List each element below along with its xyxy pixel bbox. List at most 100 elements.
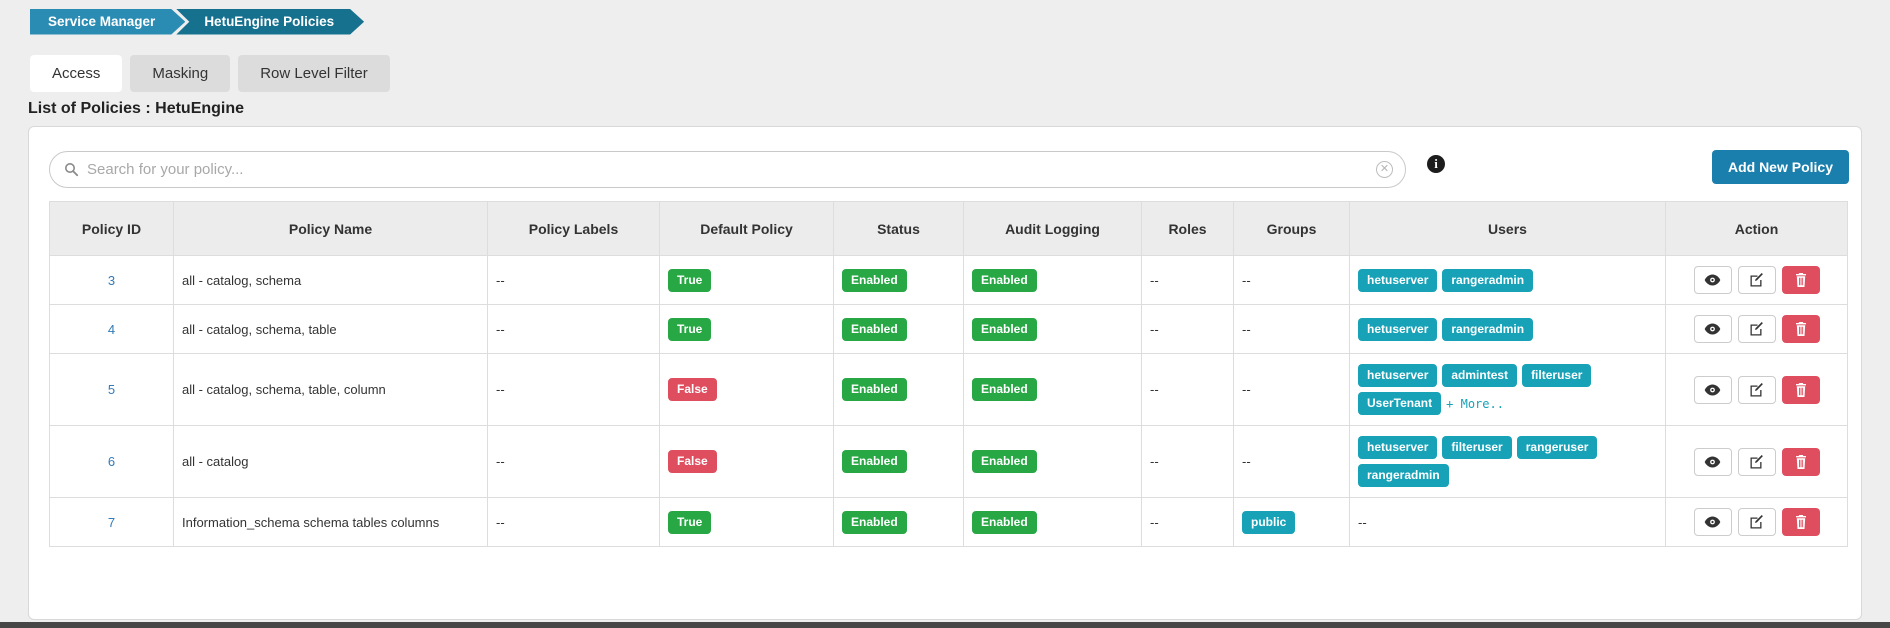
table-row: 6 all - catalog -- False Enabled Enabled -- -- h… (49, 425, 1848, 498)
audit-logging-badge: Enabled (972, 450, 1037, 473)
edit-policy-button[interactable] (1737, 315, 1776, 343)
edit-policy-button[interactable] (1737, 266, 1776, 294)
default-policy-cell: True (659, 497, 834, 547)
default-policy-cell: True (659, 304, 834, 354)
tab-access[interactable]: Access (30, 55, 123, 92)
groups-cell: -- (1233, 425, 1350, 498)
delete-policy-button[interactable] (1781, 266, 1820, 294)
column-header-policy-id: Policy ID (49, 201, 174, 256)
default-policy-badge: True (668, 317, 712, 341)
status-badge: Enabled (842, 450, 907, 473)
table-row: 5 all - catalog, schema, table, column -- F… (49, 353, 1848, 426)
action-cell (1665, 304, 1848, 354)
table-row: 7 Information_schema schema tables column… (49, 497, 1848, 547)
table-row: 4 all - catalog, schema, table -- True Enabl… (49, 304, 1848, 354)
user-badge: hetuserver (1358, 317, 1438, 341)
policy-name-cell: all - catalog (173, 425, 488, 498)
info-icon[interactable]: i (1427, 155, 1445, 173)
roles-cell: -- (1141, 255, 1234, 305)
edit-policy-button[interactable] (1737, 508, 1776, 536)
audit-logging-badge: Enabled (972, 317, 1037, 341)
edit-policy-button[interactable] (1737, 447, 1776, 476)
edit-icon (1750, 322, 1764, 336)
status-cell: Enabled (833, 353, 964, 426)
eye-icon (1704, 384, 1721, 396)
policy-id-link[interactable]: 7 (107, 514, 116, 530)
user-badge: hetuserver (1358, 436, 1438, 459)
view-policy-button[interactable] (1693, 266, 1732, 294)
user-badge: rangeruser (1516, 436, 1598, 459)
groups-cell: -- (1233, 304, 1350, 354)
user-badge: rangeradmin (1442, 317, 1534, 341)
action-cell (1665, 255, 1848, 305)
users-cell: hetuserver filteruser rangeruser rangeradmi… (1349, 425, 1666, 498)
clear-search-icon[interactable]: ✕ (1376, 161, 1393, 178)
policy-id-link[interactable]: 3 (107, 272, 116, 288)
policy-labels-cell: -- (487, 255, 660, 305)
default-policy-cell: False (659, 353, 834, 426)
status-badge: Enabled (842, 510, 907, 534)
groups-cell: public (1233, 497, 1350, 547)
policies-table: Policy ID Policy Name Policy Labels Default… (49, 201, 1848, 547)
user-badge: admintest (1442, 364, 1518, 387)
users-more-link[interactable]: + More.. (1446, 396, 1504, 411)
user-badge: hetuserver (1358, 268, 1438, 292)
roles-cell: -- (1141, 304, 1234, 354)
policy-id-link[interactable]: 5 (107, 382, 116, 397)
audit-logging-cell: Enabled (963, 425, 1142, 498)
policy-id-cell: 7 (49, 497, 174, 547)
audit-logging-cell: Enabled (963, 255, 1142, 305)
eye-icon (1704, 456, 1721, 468)
edit-icon (1750, 454, 1764, 469)
status-badge: Enabled (842, 317, 907, 341)
delete-policy-button[interactable] (1781, 315, 1820, 343)
eye-icon (1704, 323, 1721, 335)
eye-icon (1704, 516, 1721, 528)
status-cell: Enabled (833, 255, 964, 305)
policy-name-cell: all - catalog, schema, table, column (173, 353, 488, 426)
view-policy-button[interactable] (1693, 315, 1732, 343)
audit-logging-cell: Enabled (963, 497, 1142, 547)
view-policy-button[interactable] (1693, 508, 1732, 536)
tab-bar: Access Masking Row Level Filter (30, 55, 390, 92)
trash-icon (1795, 382, 1807, 397)
policy-name-cell: all - catalog, schema, table (173, 304, 488, 354)
search-input[interactable] (87, 161, 1376, 178)
user-badge: filteruser (1442, 436, 1512, 459)
delete-policy-button[interactable] (1781, 447, 1820, 476)
default-policy-badge: True (668, 510, 712, 534)
policy-id-cell: 5 (49, 353, 174, 426)
tab-row-level-filter[interactable]: Row Level Filter (238, 55, 390, 92)
default-policy-badge: True (668, 268, 712, 292)
user-badge: hetuserver (1358, 364, 1438, 387)
column-header-audit-logging: Audit Logging (963, 201, 1142, 256)
tab-masking[interactable]: Masking (130, 55, 231, 92)
view-policy-button[interactable] (1693, 375, 1732, 404)
users-cell: hetuserver rangeradmin (1349, 255, 1666, 305)
breadcrumb-item-service-manager[interactable]: Service Manager (30, 9, 185, 35)
users-cell: -- (1349, 497, 1666, 547)
add-new-policy-button[interactable]: Add New Policy (1711, 150, 1849, 184)
user-badge: rangeradmin (1442, 268, 1534, 292)
audit-logging-cell: Enabled (963, 304, 1142, 354)
roles-cell: -- (1141, 425, 1234, 498)
user-badge: rangeradmin (1358, 464, 1449, 487)
delete-policy-button[interactable] (1781, 508, 1820, 536)
trash-icon (1795, 273, 1807, 287)
roles-cell: -- (1141, 353, 1234, 426)
default-policy-badge: False (668, 450, 717, 473)
policy-id-link[interactable]: 4 (107, 321, 116, 337)
trash-icon (1795, 454, 1807, 469)
edit-policy-button[interactable] (1737, 375, 1776, 404)
table-header-row: Policy ID Policy Name Policy Labels Default… (49, 201, 1848, 256)
policy-id-link[interactable]: 6 (107, 454, 116, 469)
column-header-roles: Roles (1141, 201, 1234, 256)
delete-policy-button[interactable] (1781, 375, 1820, 404)
groups-cell: -- (1233, 255, 1350, 305)
audit-logging-badge: Enabled (972, 510, 1037, 534)
roles-cell: -- (1141, 497, 1234, 547)
view-policy-button[interactable] (1693, 447, 1732, 476)
breadcrumb-item-hetuengine-policies[interactable]: HetuEngine Policies (176, 9, 364, 35)
user-badge: filteruser (1522, 364, 1592, 387)
